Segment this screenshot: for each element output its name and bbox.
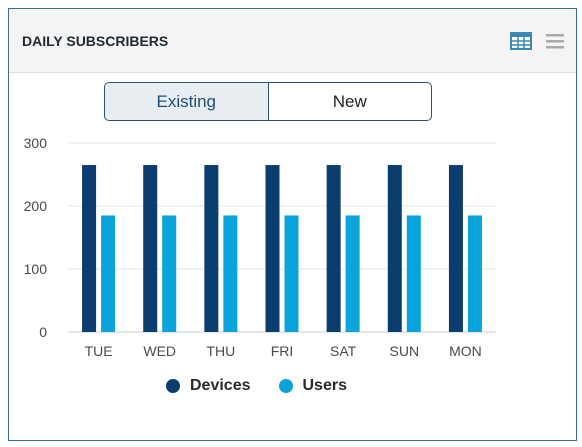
bar-devices-wed — [143, 165, 158, 332]
existing-new-toggle: Existing New — [104, 82, 432, 121]
x-tick-label: WED — [143, 343, 176, 359]
legend-label-users: Users — [302, 377, 347, 394]
new-toggle-button[interactable]: New — [268, 82, 432, 121]
bar-devices-fri — [265, 165, 280, 332]
bar-users-mon — [467, 215, 482, 332]
chart-legend: Devices Users — [166, 375, 375, 397]
bar-devices-sun — [387, 165, 402, 332]
bar-users-wed — [162, 215, 177, 332]
bar-users-tue — [101, 215, 116, 332]
bar-devices-thu — [204, 165, 219, 332]
bar-devices-mon — [448, 165, 463, 332]
legend-marker-devices — [166, 379, 180, 393]
legend-label-devices: Devices — [190, 377, 251, 394]
existing-toggle-button[interactable]: Existing — [104, 82, 269, 121]
x-tick-label: THU — [206, 343, 235, 359]
legend-marker-users — [278, 379, 293, 393]
panel-title: DAILY SUBSCRIBERS — [22, 33, 169, 49]
x-tick-label: TUE — [85, 343, 113, 359]
panel-header: DAILY SUBSCRIBERS — [9, 9, 576, 73]
legend-item-devices[interactable]: Devices — [166, 377, 251, 395]
table-icon[interactable] — [510, 30, 532, 52]
y-tick-label: 0 — [39, 324, 47, 340]
x-tick-label: MON — [449, 343, 482, 359]
bar-users-fri — [284, 215, 299, 332]
bar-users-sun — [406, 215, 421, 332]
bar-users-sat — [345, 215, 360, 332]
bar-devices-tue — [82, 165, 97, 332]
legend-item-users[interactable]: Users — [278, 377, 347, 395]
x-tick-label: SAT — [330, 343, 357, 359]
y-tick-label: 200 — [24, 198, 48, 214]
bar-users-thu — [223, 215, 238, 332]
bar-devices-sat — [326, 165, 341, 332]
menu-icon[interactable] — [544, 30, 566, 52]
x-tick-label: FRI — [271, 343, 294, 359]
x-tick-label: SUN — [390, 343, 420, 359]
y-tick-label: 300 — [24, 135, 48, 151]
y-tick-label: 100 — [24, 261, 48, 277]
